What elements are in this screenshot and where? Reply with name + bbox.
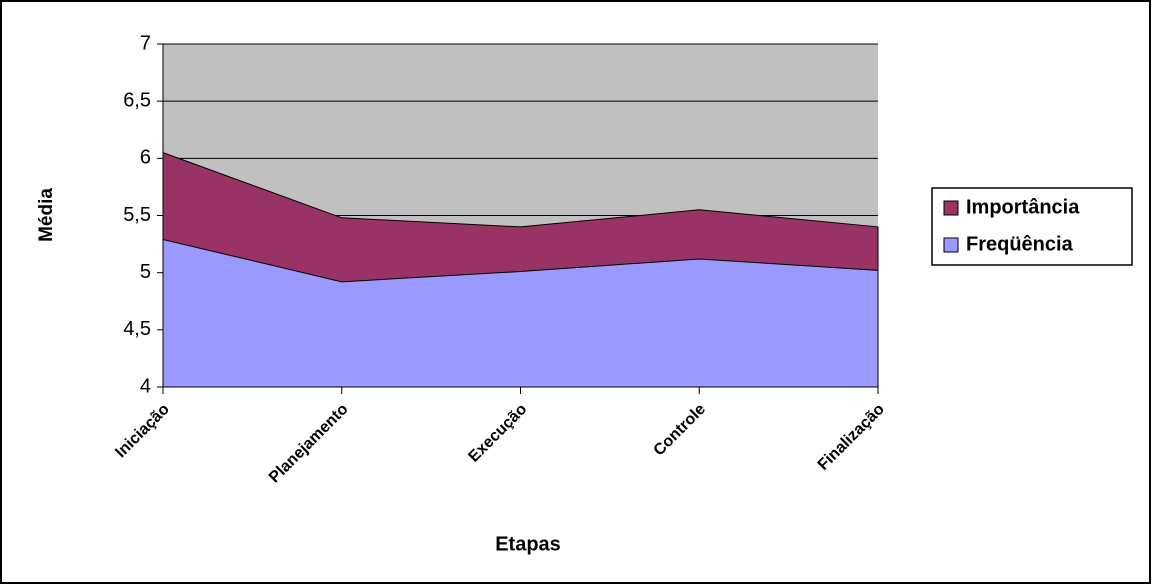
y-tick-label: 4,5 bbox=[123, 318, 151, 340]
y-tick-label: 6,5 bbox=[123, 89, 151, 111]
area bbox=[162, 238, 879, 388]
y-tick-label: 6 bbox=[140, 147, 151, 169]
legend-label: Importância bbox=[966, 196, 1080, 218]
legend-swatch bbox=[943, 237, 959, 253]
y-axis-title: Média bbox=[36, 188, 57, 242]
legend-swatch bbox=[943, 200, 959, 216]
y-tick-label: 5 bbox=[140, 261, 151, 283]
x-axis-title: Etapas bbox=[495, 533, 561, 555]
legend: Importância Freqüência bbox=[931, 187, 1133, 266]
legend-label: Freqüência bbox=[966, 233, 1074, 255]
legend-box bbox=[931, 187, 1133, 266]
y-tick-label: 5,5 bbox=[123, 204, 151, 226]
y-tick-label: 7 bbox=[140, 32, 151, 54]
y-tick-label: 4 bbox=[140, 375, 151, 397]
